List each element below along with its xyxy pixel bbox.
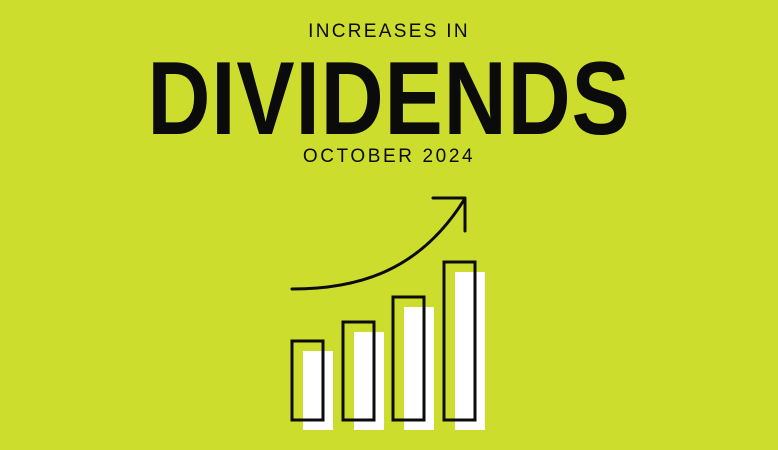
- kicker-text: INCREASES IN: [308, 21, 470, 42]
- trend-arrow-curve: [290, 198, 466, 291]
- bar-shadow: [354, 332, 384, 430]
- bar-outline: [442, 260, 477, 422]
- bar-shadow: [404, 307, 434, 430]
- arrow-head-icon: [431, 196, 467, 233]
- date-subtitle: OCTOBER 2024: [302, 146, 476, 167]
- bar-outline: [341, 320, 376, 422]
- bar-shadow: [303, 351, 333, 430]
- bar-outline: [290, 339, 325, 422]
- headline-title: DIVIDENDS: [147, 41, 631, 157]
- bar-outline: [391, 295, 426, 422]
- bar-shadow: [455, 272, 485, 430]
